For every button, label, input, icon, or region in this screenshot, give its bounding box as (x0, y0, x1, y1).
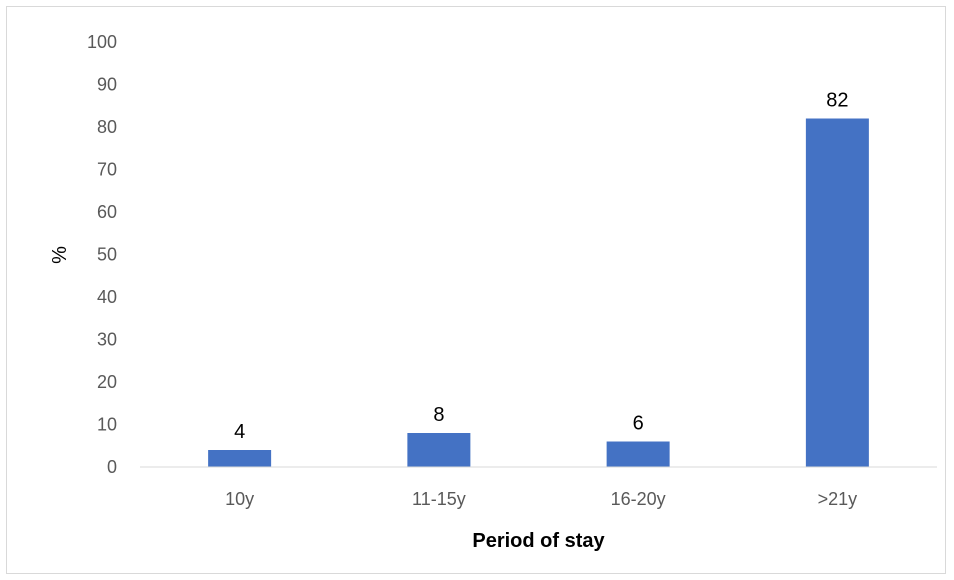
y-tick-label: 90 (97, 75, 117, 95)
y-tick-label: 70 (97, 160, 117, 180)
y-axis-title: % (49, 246, 71, 264)
bar (606, 441, 670, 467)
y-tick-label: 20 (97, 372, 117, 392)
bar (407, 433, 471, 467)
data-label: 82 (826, 90, 848, 112)
y-tick-label: 10 (97, 415, 117, 435)
x-tick-label: >21y (818, 489, 858, 509)
y-tick-label: 80 (97, 117, 117, 137)
bar (805, 118, 869, 467)
bar (208, 450, 272, 467)
y-tick-label: 30 (97, 330, 117, 350)
y-axis-ticks: 0 10 20 30 40 50 60 70 80 90 100 (87, 32, 117, 477)
bars (208, 118, 869, 467)
x-axis-ticks: 10y 11-15y 16-20y >21y (225, 489, 857, 509)
y-tick-label: 60 (97, 202, 117, 222)
x-tick-label: 10y (225, 489, 254, 509)
data-labels: 4 8 6 82 (234, 90, 848, 444)
data-label: 6 (633, 413, 644, 435)
y-tick-label: 40 (97, 287, 117, 307)
y-tick-label: 0 (107, 457, 117, 477)
chart-frame (6, 6, 946, 574)
y-tick-label: 50 (97, 245, 117, 265)
x-tick-label: 11-15y (412, 489, 466, 509)
data-label: 8 (433, 404, 444, 426)
x-tick-label: 16-20y (611, 489, 666, 509)
y-tick-label: 100 (87, 32, 117, 52)
data-label: 4 (234, 421, 245, 443)
x-axis-title: Period of stay (472, 530, 605, 552)
